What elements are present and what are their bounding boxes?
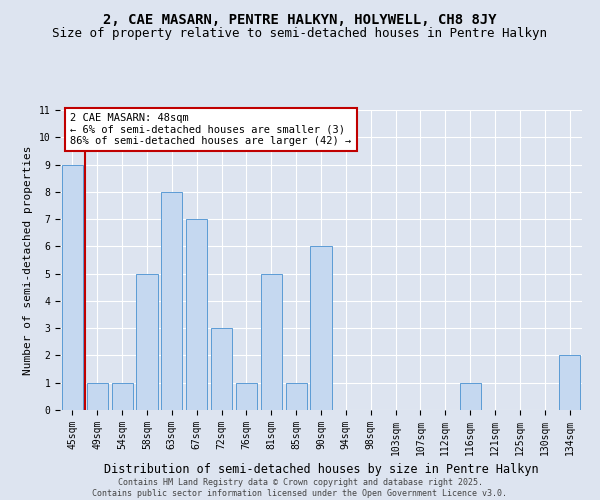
Bar	[87, 382, 108, 410]
Bar	[286, 382, 307, 410]
Text: Size of property relative to semi-detached houses in Pentre Halkyn: Size of property relative to semi-detach…	[53, 28, 548, 40]
Bar	[261, 274, 282, 410]
Bar	[236, 382, 257, 410]
Bar	[161, 192, 182, 410]
Text: 2, CAE MASARN, PENTRE HALKYN, HOLYWELL, CH8 8JY: 2, CAE MASARN, PENTRE HALKYN, HOLYWELL, …	[103, 12, 497, 26]
Bar	[186, 219, 207, 410]
Text: Contains HM Land Registry data © Crown copyright and database right 2025.
Contai: Contains HM Land Registry data © Crown c…	[92, 478, 508, 498]
Bar	[310, 246, 332, 410]
Bar	[460, 382, 481, 410]
Bar	[62, 164, 83, 410]
Y-axis label: Number of semi-detached properties: Number of semi-detached properties	[23, 145, 33, 375]
Text: 2 CAE MASARN: 48sqm
← 6% of semi-detached houses are smaller (3)
86% of semi-det: 2 CAE MASARN: 48sqm ← 6% of semi-detache…	[70, 113, 352, 146]
Bar	[112, 382, 133, 410]
Bar	[559, 356, 580, 410]
Bar	[211, 328, 232, 410]
Bar	[136, 274, 158, 410]
X-axis label: Distribution of semi-detached houses by size in Pentre Halkyn: Distribution of semi-detached houses by …	[104, 464, 538, 476]
